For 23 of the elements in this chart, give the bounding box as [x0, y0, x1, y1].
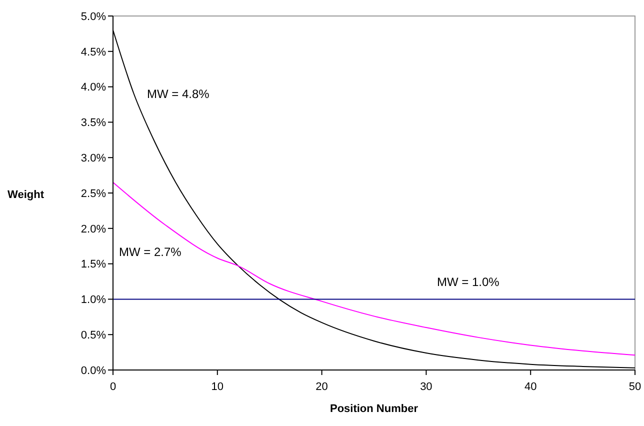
y-tick-label: 3.0% [80, 152, 106, 164]
y-tick-label: 4.0% [80, 82, 106, 94]
y-tick-label: 1.0% [80, 294, 106, 306]
x-tick-label: 10 [211, 381, 224, 393]
x-axis-title: Position Number [330, 403, 419, 415]
y-tick-label: 2.5% [80, 188, 106, 200]
x-tick-label: 30 [420, 381, 432, 393]
x-tick-label: 40 [524, 381, 537, 393]
series-label: MW = 1.0% [437, 275, 500, 290]
x-tick-label: 50 [628, 381, 642, 393]
y-tick-label: 2.0% [80, 223, 106, 236]
line-series [112, 182, 636, 356]
y-tick-label: 1.5% [80, 258, 106, 271]
x-tick-label: 20 [316, 381, 328, 393]
y-axis-title: Weight [8, 188, 44, 201]
y-tick-label: 5.0% [80, 10, 106, 23]
y-tick-label: 0.0% [80, 364, 106, 377]
y-tick-label: 3.5% [80, 117, 106, 130]
x-tick-label: 0 [110, 381, 116, 393]
series-label: MW = 4.8% [147, 87, 210, 102]
y-tick-label: 0.5% [80, 329, 106, 342]
y-tick-label: 4.5% [80, 46, 106, 58]
series-label: MW = 2.7% [119, 245, 182, 260]
